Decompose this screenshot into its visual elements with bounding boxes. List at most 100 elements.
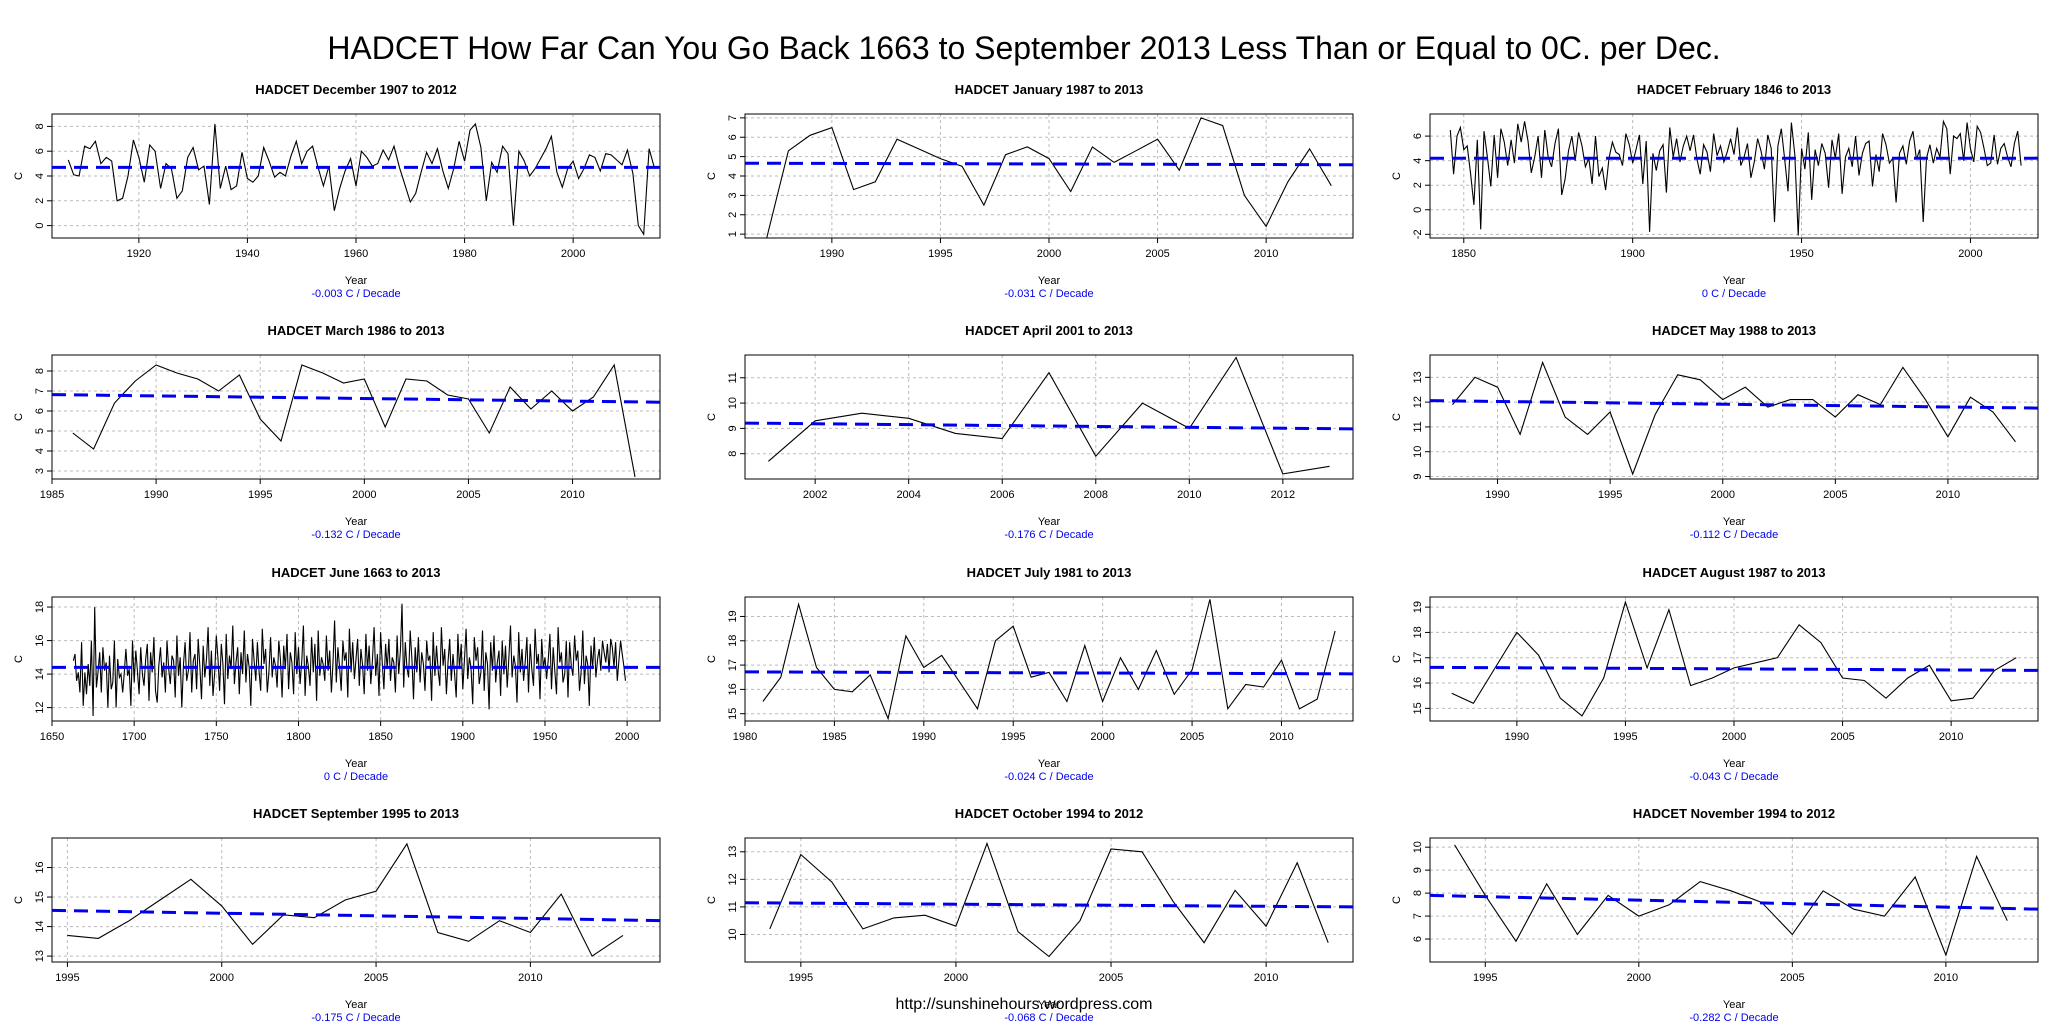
series-line — [67, 842, 624, 957]
y-tick-label: 2 — [1412, 182, 1424, 188]
x-tick-label: 1750 — [204, 731, 228, 743]
series-line — [1452, 360, 2016, 476]
x-tick-label: 1700 — [122, 731, 146, 743]
plot-frame — [51, 354, 661, 480]
y-tick-label: 14 — [34, 920, 46, 932]
trend-line — [1429, 665, 2039, 672]
x-tick-label: 2000 — [561, 248, 585, 260]
x-tick-label: 2010 — [518, 972, 542, 984]
y-tick-label: 6 — [34, 148, 46, 154]
chart-title: HADCET September 1995 to 2013 — [253, 806, 459, 821]
x-tick-label: 2010 — [1177, 489, 1201, 501]
x-tick-label: 2010 — [1254, 248, 1278, 260]
x-tick-label: 2005 — [1180, 731, 1204, 743]
y-tick-label: 3 — [34, 468, 46, 474]
x-tick-label: 1980 — [452, 248, 476, 260]
chart-title: HADCET March 1986 to 2013 — [267, 323, 444, 338]
x-tick-label: 2005 — [1099, 972, 1123, 984]
x-tick-label: 2000 — [1958, 248, 1982, 260]
x-tick-label: 2000 — [352, 489, 376, 501]
x-tick-label: 2012 — [1271, 489, 1295, 501]
chart-title: HADCET January 1987 to 2013 — [955, 82, 1144, 97]
footer-url[interactable]: http://sunshinehours.wordpress.com — [895, 996, 1153, 1013]
y-tick-label: 19 — [1412, 601, 1424, 613]
x-tick-label: 1990 — [1505, 731, 1529, 743]
y-tick-label: 18 — [727, 635, 739, 647]
y-tick-label: 14 — [34, 668, 46, 680]
y-tick-label: 12 — [34, 701, 46, 713]
y-tick-label: 8 — [727, 451, 739, 457]
y-tick-label: 11 — [1412, 421, 1424, 432]
plot-frame — [1429, 113, 2039, 239]
y-axis-label: C — [1391, 655, 1403, 663]
trend-rate-label: -0.282 C / Decade — [1689, 1012, 1778, 1023]
panel-5: 1990 1995 2000 2005 2010 9 10 11 12 13 HADCET May … — [1391, 323, 2039, 541]
y-axis-label: C — [706, 172, 718, 180]
x-axis-label: Year — [1038, 999, 1061, 1011]
y-tick-label: 13 — [1412, 371, 1424, 383]
plot-frame — [51, 837, 661, 963]
x-tick-label: 2000 — [615, 731, 639, 743]
plot-frame — [51, 596, 661, 722]
y-tick-label: 6 — [727, 134, 739, 140]
y-tick-label: 4 — [727, 173, 739, 179]
x-tick-label: 2002 — [803, 489, 827, 501]
y-tick-label: 11 — [727, 372, 739, 383]
x-tick-label: 2005 — [1830, 731, 1854, 743]
x-tick-label: 1850 — [368, 731, 392, 743]
x-tick-label: 1900 — [451, 731, 475, 743]
y-tick-label: 19 — [727, 610, 739, 622]
chart-title: HADCET December 1907 to 2012 — [255, 82, 457, 97]
y-tick-label: 10 — [1412, 446, 1424, 458]
chart-title: HADCET November 1994 to 2012 — [1633, 806, 1835, 821]
y-tick-label: 9 — [727, 425, 739, 431]
series-line — [762, 599, 1336, 721]
y-tick-label: 8 — [1412, 890, 1424, 896]
trend-rate-label: -0.003 C / Decade — [311, 288, 400, 300]
y-tick-label: 9 — [1412, 473, 1424, 479]
trend-rate-label: -0.068 C / Decade — [1004, 1012, 1093, 1023]
x-axis-label: Year — [1723, 999, 1746, 1011]
y-tick-label: 11 — [727, 901, 739, 912]
trend-rate-label: -0.031 C / Decade — [1004, 288, 1093, 300]
x-tick-label: 1800 — [286, 731, 310, 743]
trend-rate-label: -0.112 C / Decade — [1690, 529, 1778, 541]
panel-3: 1985 1990 1995 2000 2005 2010 3 4 5 6 7 8 HADCET Mar… — [13, 323, 661, 541]
trend-line — [1429, 399, 2039, 410]
y-tick-label: 16 — [34, 861, 46, 873]
y-axis-label: C — [1391, 413, 1403, 421]
y-tick-label: 2 — [34, 198, 46, 204]
x-tick-label: 1995 — [248, 489, 272, 501]
x-axis-label: Year — [1038, 758, 1061, 770]
y-tick-label: 5 — [34, 428, 46, 434]
y-tick-label: 8 — [34, 368, 46, 374]
x-tick-label: 1900 — [1620, 248, 1644, 260]
x-axis-label: Year — [1723, 275, 1746, 287]
y-tick-label: 12 — [727, 873, 739, 885]
y-tick-label: 18 — [1412, 626, 1424, 638]
y-tick-label: 15 — [34, 891, 46, 903]
y-tick-label: 12 — [1412, 396, 1424, 408]
y-axis-label: C — [1391, 896, 1403, 904]
series-line — [67, 122, 656, 237]
panel-0: 1920 1940 1960 1980 2000 0 2 4 6 8 HADCET December… — [13, 82, 661, 300]
panel-1: 1990 1995 2000 2005 2010 1 2 3 4 5 6 7 HADCET Januar… — [706, 82, 1354, 300]
plot-frame — [744, 837, 1354, 963]
trend-line — [744, 161, 1354, 167]
y-tick-label: 10 — [727, 928, 739, 940]
y-axis-label: C — [13, 896, 25, 904]
x-tick-label: 2005 — [1780, 972, 1804, 984]
plot-frame — [1429, 354, 2039, 480]
x-tick-label: 2000 — [1090, 731, 1114, 743]
chart-title: HADCET July 1981 to 2013 — [967, 565, 1132, 580]
y-tick-label: 0 — [1412, 207, 1424, 213]
panel-9: 1995 2000 2005 2010 13 14 15 16 HADCET September… — [13, 806, 661, 1023]
y-tick-label: 1 — [727, 231, 739, 237]
y-tick-label: 10 — [1412, 841, 1424, 853]
y-tick-label: 9 — [1412, 867, 1424, 873]
series-line — [1449, 119, 2022, 236]
x-tick-label: 1995 — [1001, 731, 1025, 743]
x-tick-label: 2010 — [1936, 489, 1960, 501]
